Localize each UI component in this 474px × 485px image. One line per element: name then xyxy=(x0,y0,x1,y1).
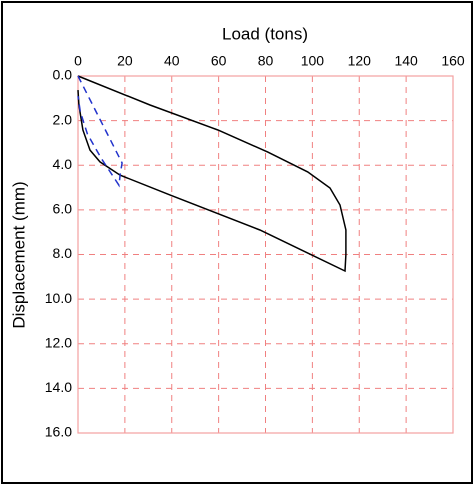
x-axis-title: Load (tons) xyxy=(222,24,308,43)
y-tick-label: 6.0 xyxy=(53,201,73,217)
data-line xyxy=(77,75,347,273)
plot-frame xyxy=(77,75,454,434)
x-tick-label: 60 xyxy=(211,53,227,69)
data-line xyxy=(77,75,123,188)
y-axis-title: Displacement (mm) xyxy=(9,181,28,328)
x-tick-label: 0 xyxy=(74,53,82,69)
x-tick-label: 40 xyxy=(164,53,180,69)
x-tick-label: 100 xyxy=(301,53,325,69)
y-tick-label: 0.0 xyxy=(53,67,73,83)
y-tick-label: 8.0 xyxy=(53,245,73,261)
y-tick-label: 2.0 xyxy=(53,111,73,127)
y-tick-label: 4.0 xyxy=(53,156,73,172)
y-tick-label: 10.0 xyxy=(45,290,72,306)
y-tick-label: 16.0 xyxy=(45,424,72,440)
x-tick-label: 120 xyxy=(348,53,372,69)
x-tick-label: 20 xyxy=(117,53,133,69)
y-tick-label: 12.0 xyxy=(45,334,72,350)
x-tick-label: 80 xyxy=(258,53,274,69)
x-tick-label: 140 xyxy=(394,53,418,69)
y-tick-label: 14.0 xyxy=(45,379,72,395)
x-tick-label: 160 xyxy=(441,53,465,69)
